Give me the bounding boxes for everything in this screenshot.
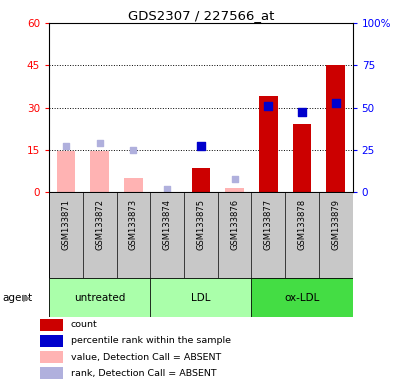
Text: ▶: ▶ bbox=[22, 293, 31, 303]
Point bbox=[130, 147, 137, 153]
Bar bbox=[251, 278, 352, 317]
Title: GDS2307 / 227566_at: GDS2307 / 227566_at bbox=[127, 9, 274, 22]
Point bbox=[298, 109, 305, 115]
Bar bbox=[292, 124, 310, 192]
Text: GSM133877: GSM133877 bbox=[263, 199, 272, 250]
Bar bbox=[191, 168, 210, 192]
Text: GSM133878: GSM133878 bbox=[297, 199, 306, 250]
Text: value, Detection Call = ABSENT: value, Detection Call = ABSENT bbox=[70, 353, 220, 362]
Bar bbox=[40, 319, 63, 331]
Text: count: count bbox=[70, 320, 97, 329]
Bar bbox=[225, 188, 243, 192]
Bar bbox=[49, 278, 150, 317]
Point bbox=[231, 176, 237, 182]
Point bbox=[63, 142, 69, 149]
Point bbox=[332, 100, 338, 106]
Point bbox=[264, 103, 271, 109]
Text: GSM133879: GSM133879 bbox=[330, 199, 339, 250]
Text: GSM133874: GSM133874 bbox=[162, 199, 171, 250]
Text: LDL: LDL bbox=[191, 293, 210, 303]
Bar bbox=[150, 278, 251, 317]
Bar bbox=[40, 367, 63, 379]
Bar bbox=[258, 96, 277, 192]
Text: GSM133872: GSM133872 bbox=[95, 199, 104, 250]
Text: rank, Detection Call = ABSENT: rank, Detection Call = ABSENT bbox=[70, 369, 216, 378]
Bar bbox=[326, 65, 344, 192]
Bar bbox=[40, 335, 63, 347]
Text: untreated: untreated bbox=[74, 293, 125, 303]
Point bbox=[96, 140, 103, 146]
Bar bbox=[124, 178, 142, 192]
Text: GSM133871: GSM133871 bbox=[61, 199, 70, 250]
Bar bbox=[56, 151, 75, 192]
Text: agent: agent bbox=[2, 293, 32, 303]
Text: GSM133875: GSM133875 bbox=[196, 199, 205, 250]
Point bbox=[164, 186, 170, 192]
Point bbox=[197, 142, 204, 149]
Bar bbox=[40, 351, 63, 363]
Text: ox-LDL: ox-LDL bbox=[284, 293, 319, 303]
Text: GSM133876: GSM133876 bbox=[229, 199, 238, 250]
Text: GSM133873: GSM133873 bbox=[129, 199, 138, 250]
Text: percentile rank within the sample: percentile rank within the sample bbox=[70, 336, 230, 346]
Bar bbox=[90, 151, 109, 192]
